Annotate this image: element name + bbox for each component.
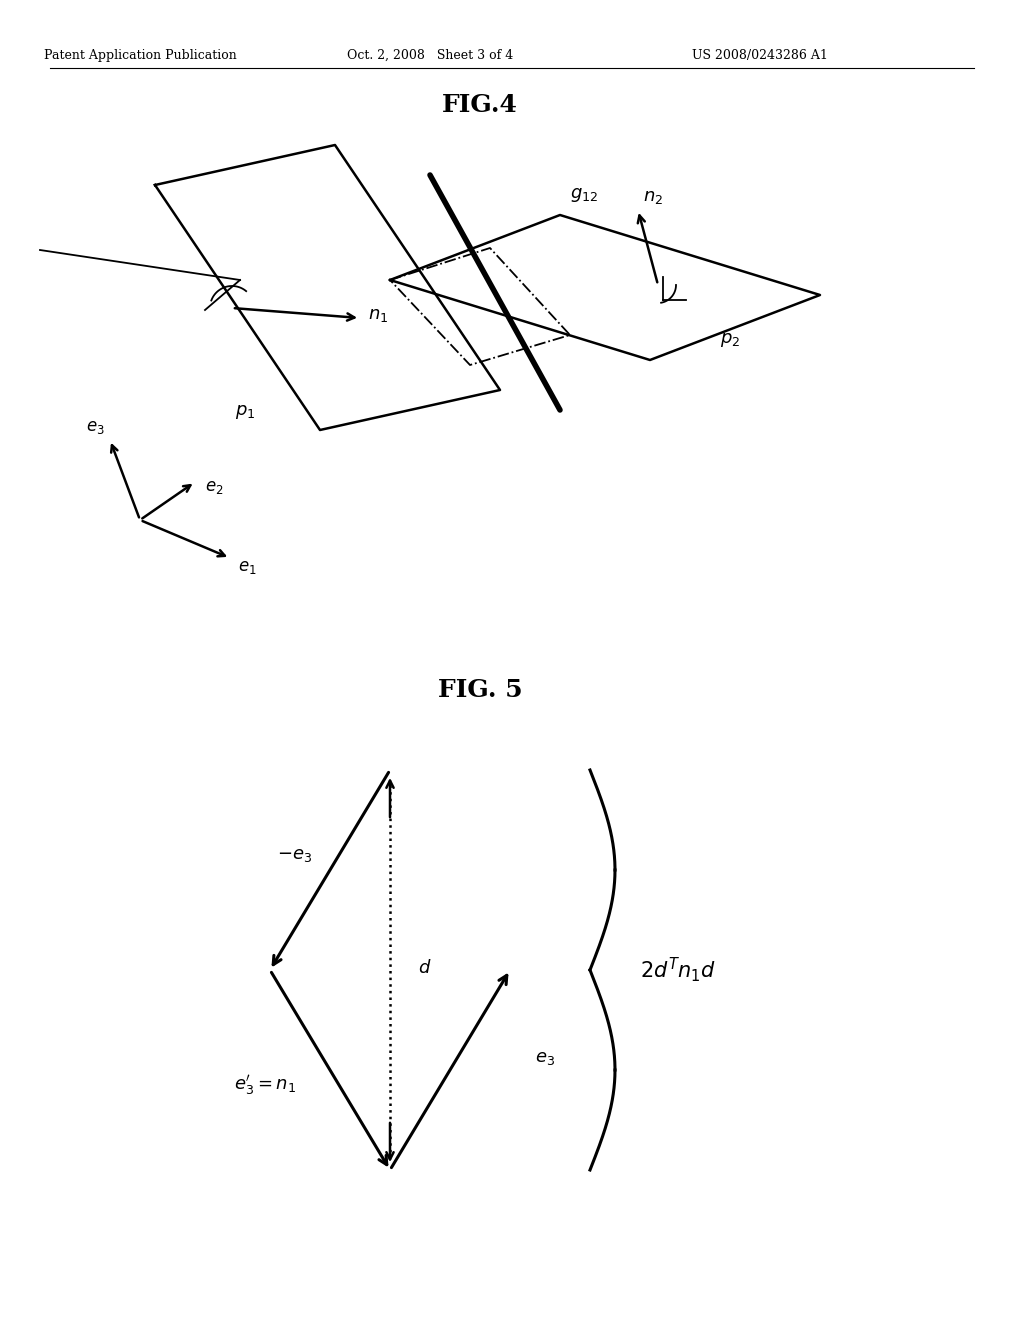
Text: Oct. 2, 2008   Sheet 3 of 4: Oct. 2, 2008 Sheet 3 of 4 — [347, 49, 513, 62]
Text: $g_{12}$: $g_{12}$ — [570, 186, 598, 205]
Text: $e_2$: $e_2$ — [205, 479, 223, 496]
Text: $e_3'=n_1$: $e_3'=n_1$ — [234, 1073, 296, 1097]
Text: $n_1$: $n_1$ — [368, 306, 388, 323]
Text: $d$: $d$ — [418, 960, 431, 977]
Text: $e_3$: $e_3$ — [535, 1049, 555, 1067]
Text: $-e_3$: $-e_3$ — [278, 846, 312, 865]
Text: US 2008/0243286 A1: US 2008/0243286 A1 — [692, 49, 828, 62]
Text: $n_2$: $n_2$ — [643, 187, 664, 206]
Text: Patent Application Publication: Patent Application Publication — [44, 49, 237, 62]
Text: FIG. 5: FIG. 5 — [437, 678, 522, 702]
Text: $2d^Tn_1d$: $2d^Tn_1d$ — [640, 956, 716, 985]
Text: $e_1$: $e_1$ — [238, 560, 257, 577]
Text: $e_3$: $e_3$ — [86, 420, 104, 437]
Text: FIG.4: FIG.4 — [442, 92, 518, 117]
Text: $p_1$: $p_1$ — [234, 403, 255, 421]
Text: $p_2$: $p_2$ — [720, 331, 740, 348]
